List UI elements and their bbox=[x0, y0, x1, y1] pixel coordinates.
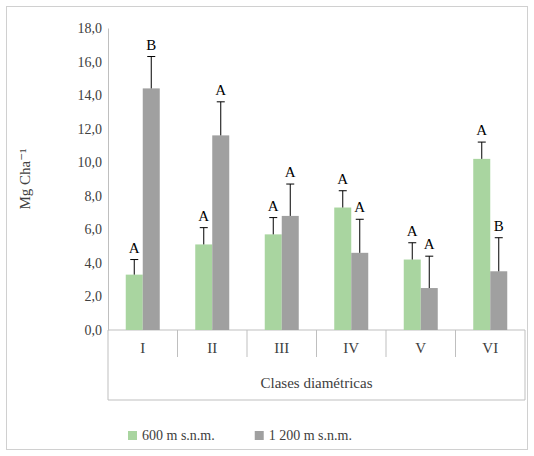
y-axis: 0,0 2,0 4,0 6,0 8,0 10,0 12,0 14,0 16,0 18,0 bbox=[78, 21, 109, 338]
x-separator bbox=[316, 330, 317, 357]
x-box-line bbox=[108, 330, 109, 400]
error-bar bbox=[425, 256, 433, 288]
significance-letter: B bbox=[146, 37, 156, 53]
legend-swatch bbox=[128, 431, 137, 440]
legend-item: 600 m s.n.m. bbox=[128, 428, 215, 443]
error-bar bbox=[200, 228, 208, 245]
significance-letter: A bbox=[424, 236, 435, 252]
legend-swatch bbox=[255, 431, 264, 440]
chart-border bbox=[7, 7, 528, 450]
legend-item: 1 200 m s.n.m. bbox=[255, 428, 352, 443]
x-axis: IIIIIIIVVVI bbox=[140, 340, 498, 356]
significance-letter: A bbox=[129, 240, 140, 256]
error-bar bbox=[147, 57, 155, 89]
x-separator bbox=[455, 330, 456, 357]
x-separator bbox=[177, 330, 178, 357]
x-tick-label: II bbox=[207, 340, 217, 356]
legend: 600 m s.n.m. 1 200 m s.n.m. bbox=[128, 428, 352, 443]
y-tick: 16,0 bbox=[78, 55, 109, 70]
y-tick: 10,0 bbox=[78, 155, 109, 170]
significance-labels: AAAAAABAAAAB bbox=[129, 37, 504, 256]
error-bar bbox=[339, 191, 347, 208]
y-tick-label: 12,0 bbox=[78, 122, 103, 137]
legend-label: 600 m s.n.m. bbox=[142, 428, 215, 443]
y-tick: 18,0 bbox=[78, 21, 109, 36]
x-tick: I bbox=[140, 340, 145, 356]
y-tick-label: 10,0 bbox=[78, 155, 103, 170]
bar bbox=[212, 135, 229, 330]
bar bbox=[265, 234, 282, 330]
y-axis-title: Mg Cha⁻¹ bbox=[17, 148, 33, 209]
error-bar bbox=[130, 260, 138, 275]
y-tick: 6,0 bbox=[85, 222, 109, 237]
bar bbox=[126, 275, 143, 330]
series bbox=[126, 142, 491, 330]
y-tick-label: 16,0 bbox=[78, 55, 103, 70]
bar bbox=[490, 271, 507, 330]
x-box-line bbox=[525, 330, 526, 400]
significance-letter: A bbox=[285, 164, 296, 180]
significance-letter: A bbox=[268, 198, 279, 214]
significance-letter: A bbox=[407, 223, 418, 239]
x-tick: IV bbox=[343, 340, 359, 356]
error-bar bbox=[217, 102, 225, 136]
significance-letter: A bbox=[198, 208, 209, 224]
x-box-line bbox=[108, 400, 525, 401]
error-bar bbox=[495, 238, 503, 272]
x-tick-label: VI bbox=[482, 340, 498, 356]
y-tick-label: 14,0 bbox=[78, 88, 103, 103]
error-bar bbox=[269, 218, 277, 235]
x-tick: V bbox=[415, 340, 426, 356]
y-tick: 0,0 bbox=[85, 323, 109, 338]
error-bar bbox=[408, 243, 416, 260]
significance-letter: A bbox=[476, 122, 487, 138]
x-axis-box bbox=[108, 330, 525, 400]
x-axis-title: Clases diamétricas bbox=[260, 375, 372, 391]
x-tick-label: I bbox=[140, 340, 145, 356]
y-axis-line bbox=[108, 29, 109, 331]
x-tick: II bbox=[207, 340, 217, 356]
legend-label: 1 200 m s.n.m. bbox=[269, 428, 352, 443]
significance-letter: A bbox=[215, 82, 226, 98]
x-separator bbox=[247, 330, 248, 357]
x-tick-label: III bbox=[274, 340, 289, 356]
series bbox=[143, 57, 508, 330]
bar bbox=[143, 88, 160, 330]
error-bar bbox=[478, 142, 486, 159]
y-tick-label: 4,0 bbox=[85, 256, 103, 271]
y-tick-label: 2,0 bbox=[85, 289, 103, 304]
y-tick: 4,0 bbox=[85, 256, 109, 271]
y-tick: 8,0 bbox=[85, 189, 109, 204]
bar bbox=[351, 253, 368, 330]
y-tick: 12,0 bbox=[78, 122, 109, 137]
bar bbox=[421, 288, 438, 330]
x-separator bbox=[386, 330, 387, 357]
y-tick-label: 0,0 bbox=[85, 323, 103, 338]
y-tick: 14,0 bbox=[78, 88, 109, 103]
chart: 0,0 2,0 4,0 6,0 8,0 10,0 12,0 14,0 16,0 18,0 Mg Ch… bbox=[0, 0, 534, 456]
bar bbox=[404, 260, 421, 330]
y-tick-label: 6,0 bbox=[85, 222, 103, 237]
significance-letter: A bbox=[337, 171, 348, 187]
x-tick: VI bbox=[482, 340, 498, 356]
plot-area bbox=[126, 57, 508, 330]
y-tick-label: 8,0 bbox=[85, 189, 103, 204]
error-bar bbox=[356, 219, 364, 253]
y-tick: 2,0 bbox=[85, 289, 109, 304]
x-tick-label: V bbox=[415, 340, 426, 356]
significance-letter: A bbox=[354, 199, 365, 215]
x-tick: III bbox=[274, 340, 289, 356]
y-tick-label: 18,0 bbox=[78, 21, 103, 36]
error-bar bbox=[286, 184, 294, 216]
bar bbox=[334, 208, 351, 330]
x-tick-label: IV bbox=[343, 340, 359, 356]
bar bbox=[282, 216, 299, 330]
bar bbox=[195, 244, 212, 330]
bar bbox=[473, 159, 490, 330]
significance-letter: B bbox=[494, 218, 504, 234]
